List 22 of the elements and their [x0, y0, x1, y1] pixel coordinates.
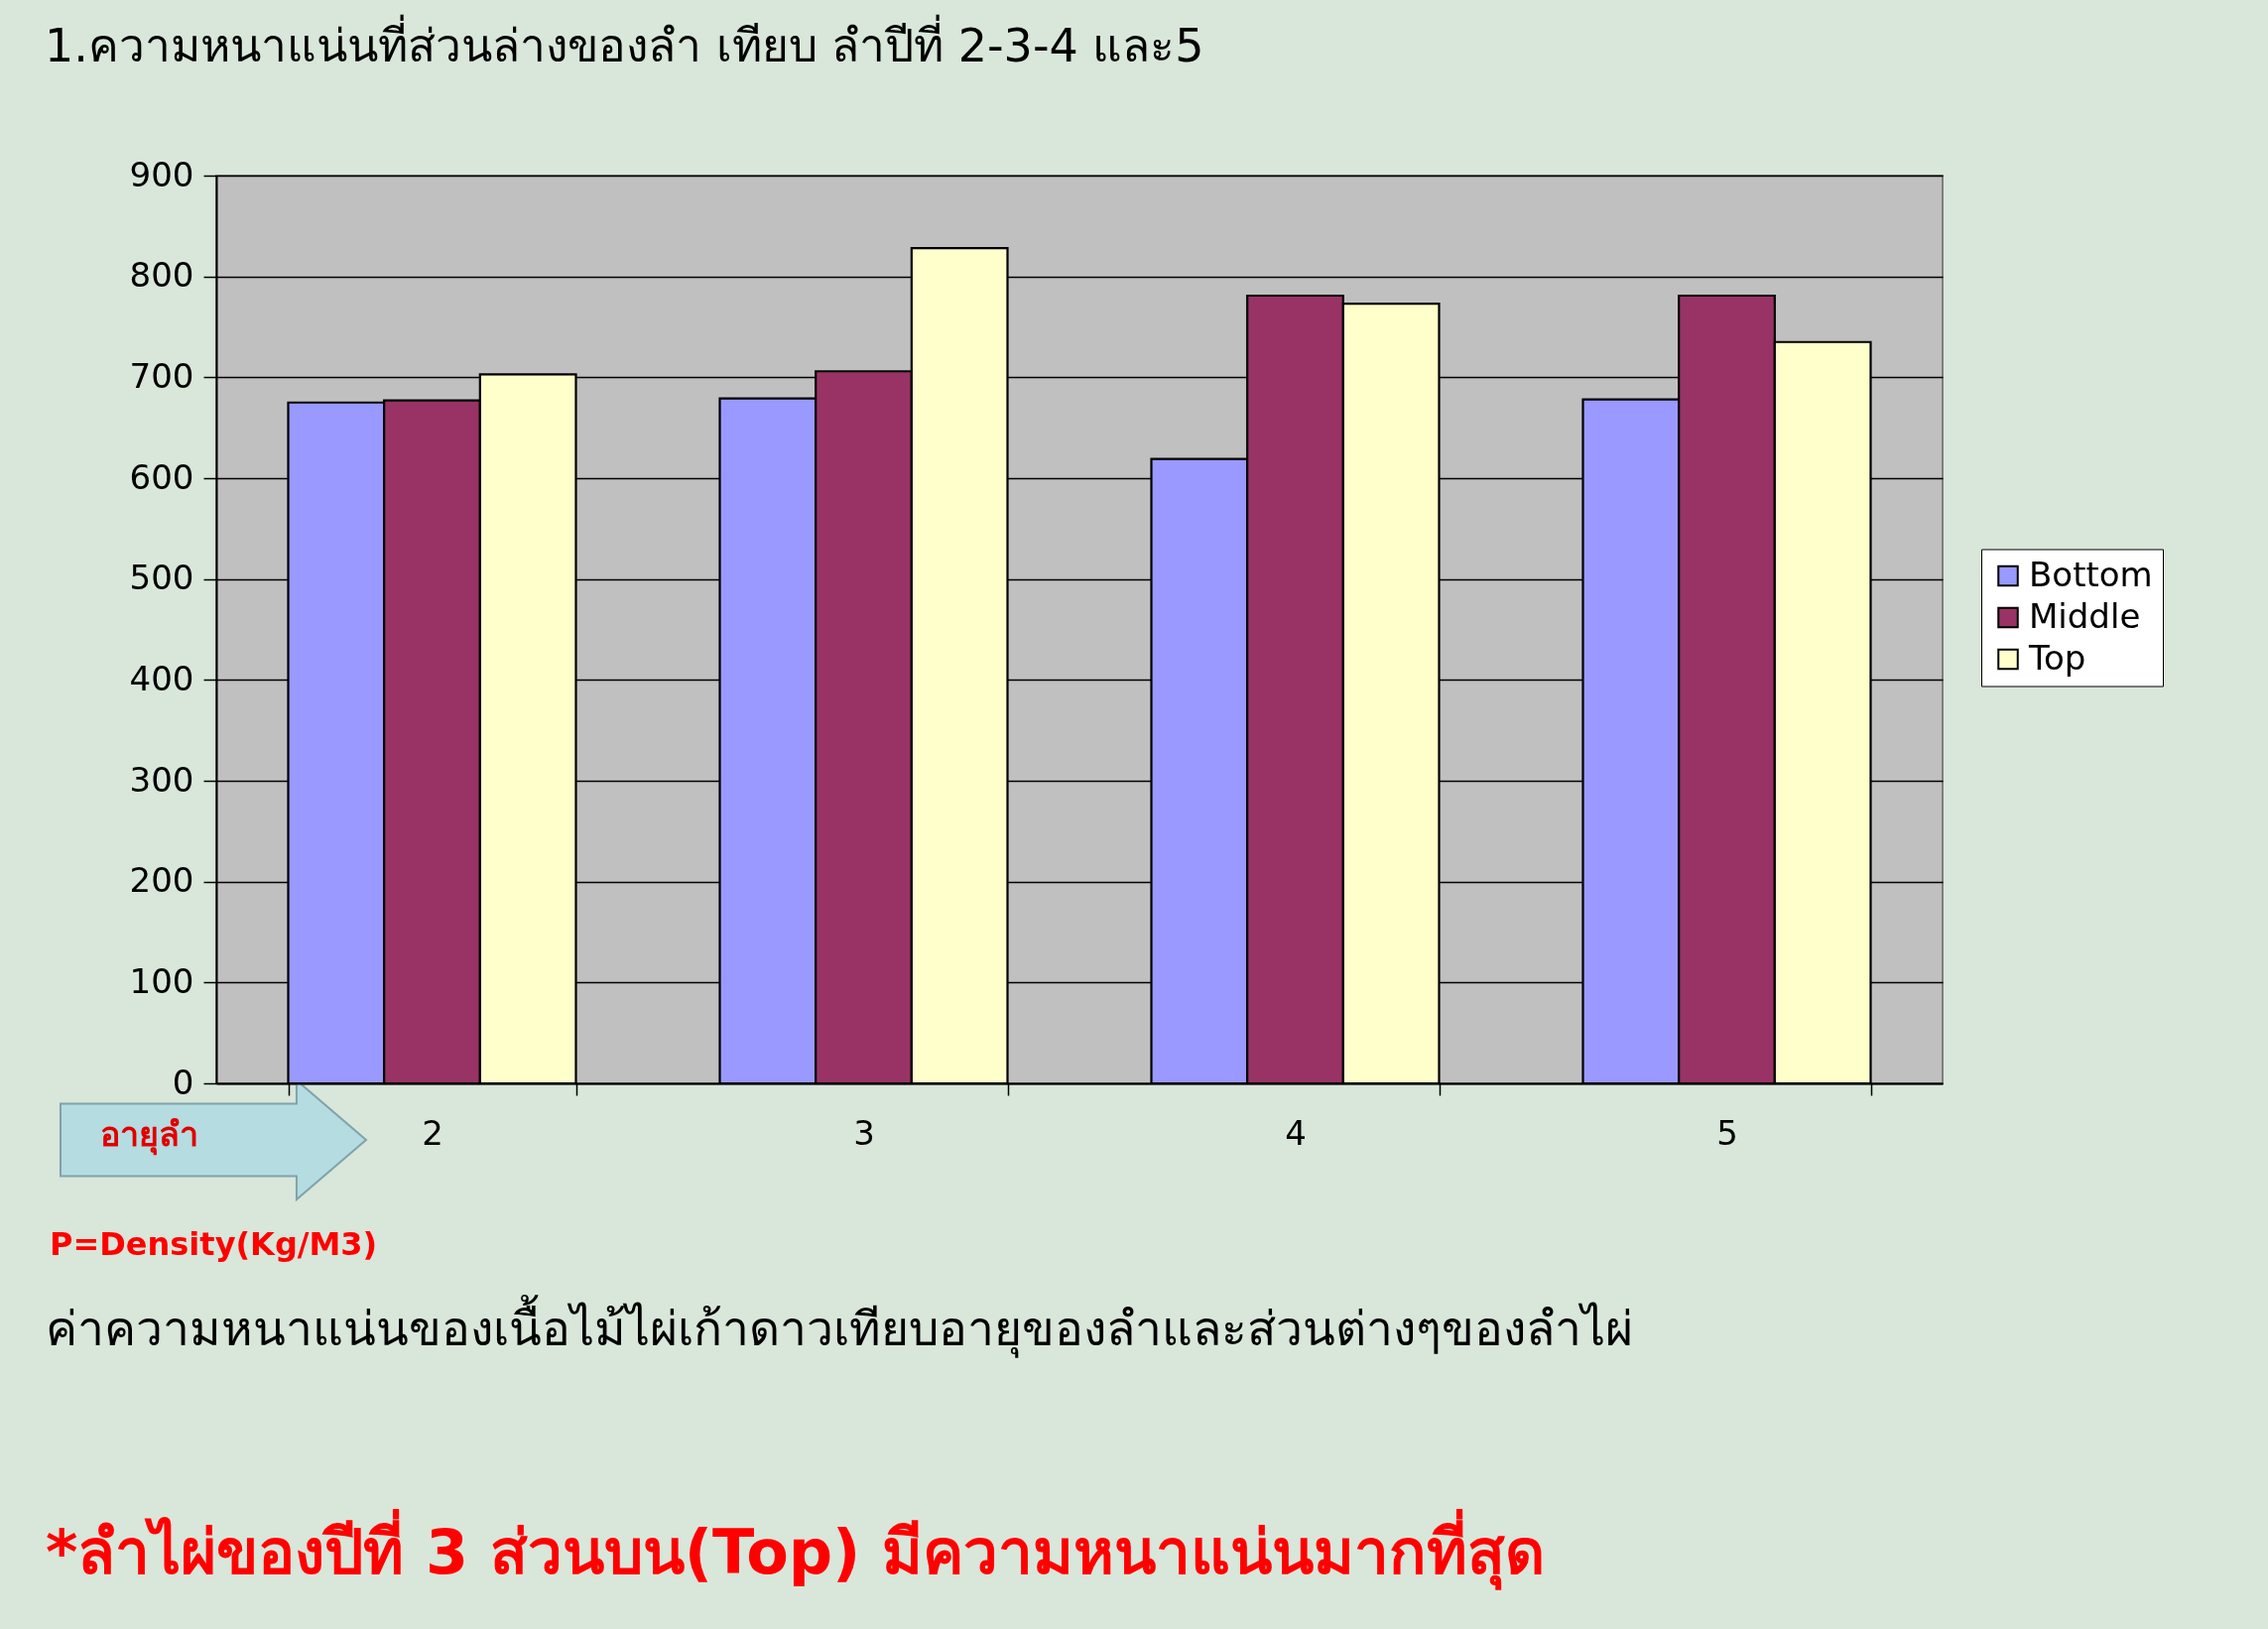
x-tick-label: 2 [422, 1112, 443, 1153]
x-tick-label: 3 [853, 1112, 875, 1153]
y-tick-label: 800 [129, 255, 194, 296]
legend-label: Top [2028, 637, 2086, 678]
y-tick-label: 300 [129, 759, 194, 800]
text: ค่าความหนาแน่นของเนื้อไม้ไผ่เก้าดาวเทียบอายุของลำและส่วนต่างๆของลำไผ่ [46, 1295, 1633, 1358]
y-tick-label: 700 [129, 355, 194, 396]
legend-label: Middle [2029, 595, 2141, 636]
x-tick-label: 4 [1285, 1112, 1307, 1153]
y-tick-label: 400 [129, 658, 194, 698]
y-tick-label: 100 [129, 960, 194, 1001]
chart-title: 1.ความหนาแน่นที่ส่วนล่างของลำ เทียบ ลำปีที่ 2-3-4 และ5 [45, 14, 1204, 72]
y-tick-label: 0 [172, 1062, 194, 1102]
x-tick-label: 5 [1716, 1112, 1738, 1153]
y-tick-label: 600 [129, 456, 194, 497]
y-tick-label: 200 [129, 860, 194, 901]
y-tick-label: 900 [129, 154, 194, 194]
text: P=Density(Kg/M3) [50, 1225, 378, 1263]
text: *ลำไผ่ของปีที่ 3 ส่วนบน(Top) มีความหนาแน่นมากที่สุด [46, 1509, 1546, 1590]
legend-label: Bottom [2029, 554, 2153, 594]
y-tick-label: 500 [129, 558, 194, 598]
x-axis-title: อายุลำ [100, 1113, 198, 1156]
